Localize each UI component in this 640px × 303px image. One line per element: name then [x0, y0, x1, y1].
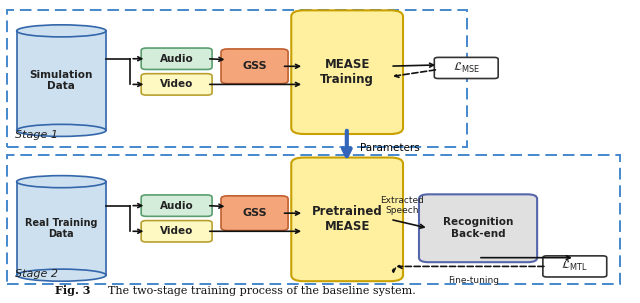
FancyBboxPatch shape — [543, 256, 607, 277]
FancyBboxPatch shape — [419, 194, 537, 262]
Text: The two-stage training process of the baseline system.: The two-stage training process of the ba… — [101, 286, 416, 296]
FancyBboxPatch shape — [221, 49, 288, 84]
Ellipse shape — [17, 25, 106, 37]
Bar — [7, 10, 467, 147]
Bar — [7, 155, 620, 284]
Text: Video: Video — [160, 226, 193, 236]
Text: $\mathcal{L}_{\mathrm{MSE}}$: $\mathcal{L}_{\mathrm{MSE}}$ — [452, 61, 480, 75]
Ellipse shape — [17, 124, 106, 136]
Text: MEASE
Training: MEASE Training — [320, 58, 374, 86]
FancyBboxPatch shape — [141, 74, 212, 95]
Text: Video: Video — [160, 79, 193, 89]
Text: Real Training
Data: Real Training Data — [25, 218, 98, 239]
FancyBboxPatch shape — [141, 195, 212, 216]
FancyBboxPatch shape — [291, 158, 403, 281]
Text: Parameters: Parameters — [360, 144, 419, 154]
FancyBboxPatch shape — [141, 48, 212, 69]
FancyBboxPatch shape — [141, 221, 212, 242]
Text: Fig. 3: Fig. 3 — [55, 285, 90, 296]
Text: Audio: Audio — [160, 201, 193, 211]
Ellipse shape — [17, 269, 106, 281]
FancyBboxPatch shape — [435, 57, 498, 78]
Text: Simulation
Data: Simulation Data — [29, 70, 93, 92]
Bar — [17, 182, 106, 275]
Text: Stage 1: Stage 1 — [15, 130, 58, 140]
Text: Recognition
Back-end: Recognition Back-end — [443, 218, 513, 239]
FancyBboxPatch shape — [291, 10, 403, 134]
Text: Stage 2: Stage 2 — [15, 269, 58, 279]
Ellipse shape — [17, 176, 106, 188]
Text: GSS: GSS — [242, 61, 267, 71]
Text: GSS: GSS — [242, 208, 267, 218]
Bar — [17, 31, 106, 130]
Text: $\mathcal{L}_{\mathrm{MTL}}$: $\mathcal{L}_{\mathrm{MTL}}$ — [561, 259, 588, 274]
Text: Fine-tuning: Fine-tuning — [448, 276, 499, 285]
Text: Pretrained
MEASE: Pretrained MEASE — [312, 205, 383, 233]
Text: Audio: Audio — [160, 54, 193, 64]
FancyBboxPatch shape — [221, 196, 288, 231]
Text: Extracted
Speech: Extracted Speech — [380, 196, 424, 215]
